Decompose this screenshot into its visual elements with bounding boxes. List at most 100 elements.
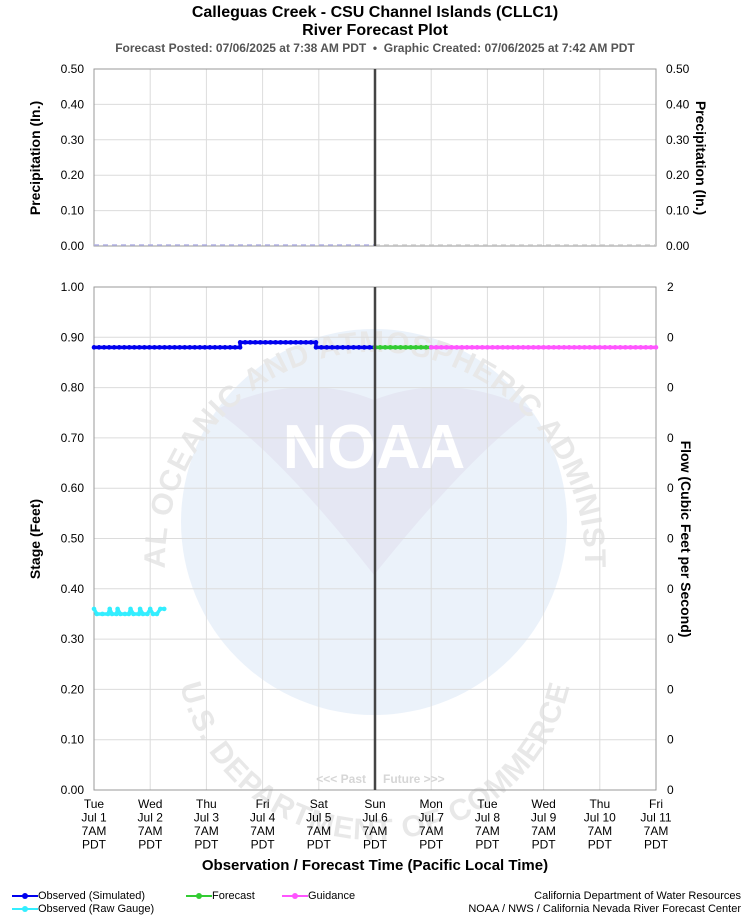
series-point-guidance (551, 345, 557, 350)
legend-label: Forecast (212, 890, 255, 902)
series-point-forecast (377, 345, 383, 350)
series-point-guidance (628, 345, 633, 350)
series-point-guidance (428, 345, 434, 350)
series-point-observed-raw-gauge (131, 611, 136, 617)
series-point-guidance (505, 345, 511, 350)
x-tick-label: Sun (364, 797, 385, 811)
flow-right-tick-label: 0 (667, 632, 674, 646)
series-point-observed-raw-gauge (154, 611, 160, 617)
series-point-guidance (566, 345, 572, 350)
future-label: Future >>> (383, 772, 445, 786)
stage-right-ticks: 0 0 0 0 0 0 0 0 0 0 2 (667, 280, 674, 797)
x-tick-label: PDT (419, 838, 444, 852)
series-point-observed-simulated (351, 345, 356, 350)
x-tick-label: 7AM (475, 824, 500, 838)
series-point-guidance (459, 345, 465, 350)
precip-right-tick-label: 0.50 (666, 62, 690, 76)
series-point-guidance (515, 345, 521, 350)
series-point-observed-raw-gauge (100, 611, 105, 617)
flow-right-axis-label: Flow (Cubic Feet per Second) (678, 441, 694, 638)
legend-forecast: Forecast (186, 890, 255, 902)
series-point-observed-raw-gauge (122, 611, 128, 617)
stage-left-tick-label: 0.90 (61, 330, 85, 344)
series-point-observed-simulated (232, 345, 238, 350)
flow-right-tick-label: 0 (667, 381, 674, 395)
series-point-guidance (597, 345, 603, 350)
x-tick-label: Jul 7 (419, 811, 445, 825)
series-point-observed-simulated (313, 340, 319, 345)
series-point-guidance (602, 345, 608, 350)
series-point-observed-raw-gauge (118, 611, 123, 617)
series-point-observed-simulated (137, 345, 142, 350)
precip-right-ticks: 0.00 0.10 0.20 0.30 0.40 0.50 (666, 62, 690, 253)
flow-right-tick-label: 0 (667, 481, 674, 495)
series-point-observed-simulated (162, 345, 167, 350)
x-tick-label: 7AM (306, 824, 331, 838)
x-tick-label: 7AM (363, 824, 388, 838)
series-point-guidance (449, 345, 454, 350)
precip-right-tick-label: 0.40 (666, 97, 690, 111)
series-point-observed-simulated (283, 340, 288, 345)
precip-left-tick-label: 0.00 (61, 239, 85, 253)
x-tick-label: Jul 10 (584, 811, 616, 825)
flow-right-tick-label: 0 (667, 783, 674, 797)
graphic-created: Graphic Created: 07/06/2025 at 7:42 AM P… (383, 41, 635, 55)
x-tick-label: Jul 3 (194, 811, 220, 825)
legend-swatch-forecast (186, 893, 212, 900)
legend-label: Observed (Raw Gauge) (38, 903, 155, 915)
precip-left-tick-label: 0.10 (61, 204, 85, 218)
series-point-observed-raw-gauge (140, 611, 146, 617)
series-point-observed-simulated (217, 345, 223, 350)
series-point-observed-simulated (212, 345, 218, 350)
footer-agency-nws: NOAA / NWS / California Nevada River For… (468, 903, 741, 915)
legend-label: Guidance (308, 890, 356, 902)
series-point-guidance (469, 345, 475, 350)
series-point-forecast (398, 345, 403, 350)
series-point-observed-simulated (242, 340, 248, 345)
series-point-observed-simulated (258, 340, 263, 345)
series-point-observed-simulated (308, 340, 314, 345)
series-point-guidance (500, 345, 506, 350)
stage-left-tick-label: 0.70 (61, 431, 85, 445)
series-point-guidance (623, 345, 628, 350)
precip-right-tick-label: 0.20 (666, 168, 690, 182)
series-point-observed-simulated (147, 345, 152, 350)
series-point-guidance (444, 345, 449, 350)
stage-left-ticks: 0.00 0.10 0.20 0.30 0.40 0.50 0.60 0.70 0.80 0.90… (61, 280, 85, 797)
series-point-observed-simulated (142, 345, 147, 350)
stage-left-tick-label: 0.40 (61, 582, 85, 596)
stage-left-axis-label: Stage (Feet) (27, 499, 43, 579)
series-point-forecast (393, 345, 398, 350)
forecast-posted: Forecast Posted: 07/06/2025 at 7:38 AM P… (115, 41, 367, 55)
x-tick-label: PDT (363, 838, 388, 852)
flow-right-tick-label: 0 (667, 582, 674, 596)
x-tick-label: Wed (531, 797, 555, 811)
series-point-observed-simulated (340, 345, 346, 350)
series-point-guidance (582, 345, 587, 350)
series-point-observed-simulated (237, 340, 243, 345)
series-point-observed-simulated (192, 345, 198, 350)
series-point-guidance (495, 345, 500, 350)
series-point-observed-simulated (187, 345, 193, 350)
noaa-watermark: NATIONAL OCEANIC AND ATMOSPHERIC ADMINIS… (0, 0, 610, 847)
series-point-observed-simulated (126, 345, 132, 350)
legend-label: Observed (Simulated) (38, 890, 145, 902)
series-point-observed-raw-gauge (145, 611, 150, 617)
series-point-observed-raw-gauge (147, 606, 153, 612)
series-point-guidance (531, 345, 536, 350)
series-point-observed-simulated (298, 340, 304, 345)
x-tick-label: Jul 4 (250, 811, 276, 825)
series-point-observed-raw-gauge (136, 611, 142, 617)
series-point-observed-simulated (324, 345, 330, 350)
series-line-observed-raw-gauge (92, 607, 165, 616)
x-tick-label: PDT (194, 838, 219, 852)
series-point-observed-raw-gauge (115, 606, 120, 612)
chart-subtitle: River Forecast Plot (302, 22, 448, 39)
x-tick-label: 7AM (419, 824, 444, 838)
legend-guidance: Guidance (282, 890, 355, 902)
series-point-observed-simulated (167, 345, 172, 350)
series-point-observed-simulated (111, 345, 117, 350)
x-tick-label: PDT (251, 838, 276, 852)
series-point-guidance (561, 345, 567, 350)
legend-swatch-guidance (282, 893, 308, 900)
